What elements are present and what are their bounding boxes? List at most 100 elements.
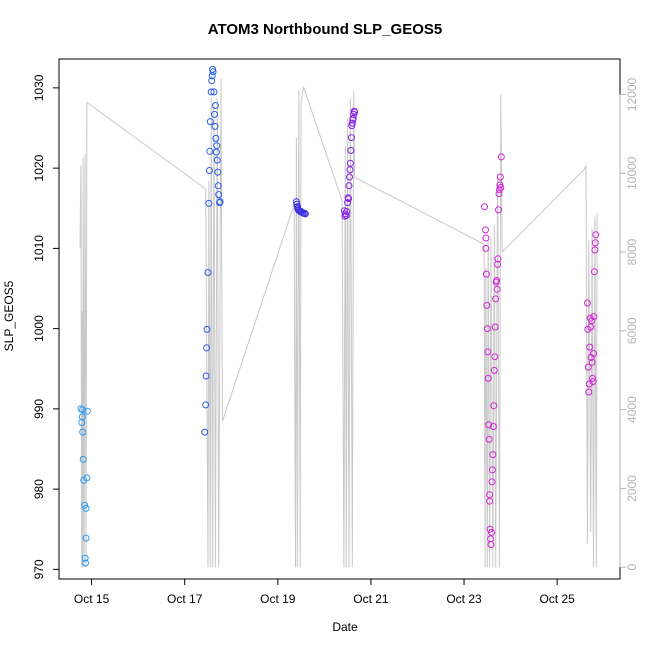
- data-point: [79, 455, 87, 463]
- x-tick-label: Oct 25: [539, 592, 575, 606]
- series-3: [340, 107, 359, 220]
- data-point: [488, 529, 495, 536]
- data-point: [589, 378, 597, 386]
- data-point: [301, 210, 309, 218]
- data-point: [205, 167, 213, 174]
- y-tick-label: 1020: [32, 154, 46, 181]
- x-axis: Oct 15 Oct 17 Oct 19 Oct 21 Oct 23 Oct 25: [74, 578, 575, 606]
- data-point: [493, 285, 501, 293]
- data-point: [82, 559, 89, 567]
- series-1: [201, 65, 224, 436]
- x-tick-label: Oct 17: [167, 592, 203, 606]
- x-tick-label: Oct 23: [446, 592, 482, 606]
- series-0: [77, 405, 91, 567]
- data-point: [591, 239, 599, 247]
- data-point: [486, 525, 494, 533]
- data-point: [588, 358, 596, 366]
- data-point: [343, 208, 351, 215]
- plot-frame: [58, 58, 621, 580]
- data-point: [497, 183, 505, 191]
- data-point: [589, 374, 596, 382]
- data-point: [585, 388, 593, 396]
- data-point: [489, 423, 497, 430]
- data-point: [81, 554, 89, 562]
- data-point: [211, 110, 218, 118]
- data-point: [494, 255, 502, 263]
- data-point: [490, 366, 498, 374]
- data-point: [483, 301, 491, 309]
- data-point: [496, 173, 504, 181]
- y-axis-label: SLP_GEOS5: [2, 280, 16, 351]
- data-point: [485, 421, 493, 429]
- data-point: [486, 497, 494, 505]
- data-point: [590, 350, 597, 357]
- data-point: [586, 343, 594, 351]
- data-point: [201, 428, 209, 436]
- data-point: [349, 114, 357, 122]
- data-point: [587, 323, 595, 331]
- data-point: [490, 402, 498, 410]
- data-point: [205, 199, 213, 207]
- data-point: [489, 451, 497, 459]
- data-point: [341, 212, 349, 220]
- data-point: [204, 269, 212, 276]
- data-point: [208, 77, 216, 85]
- data-point: [79, 406, 87, 414]
- data-point: [83, 407, 91, 415]
- chart-title: ATOM3 Northbound SLP_GEOS5: [208, 21, 442, 38]
- right-tick-label: 8000: [625, 238, 639, 265]
- y-axis-right: 0 2000 4000 6000 8000 10000 12000: [619, 77, 639, 571]
- data-point: [495, 190, 503, 198]
- data-point: [591, 246, 599, 254]
- data-point: [482, 226, 489, 234]
- data-points-layer: [77, 65, 600, 567]
- series-2: [292, 198, 309, 218]
- data-point: [213, 142, 221, 150]
- data-point: [210, 88, 218, 96]
- data-point: [83, 474, 91, 482]
- data-point: [485, 435, 493, 443]
- y-tick-label: 1030: [32, 74, 46, 101]
- data-point: [590, 268, 598, 276]
- x-tick-label: Oct 19: [260, 592, 296, 606]
- data-point: [588, 317, 596, 325]
- x-tick-label: Oct 15: [74, 592, 110, 606]
- data-point: [206, 118, 214, 126]
- data-point: [348, 119, 356, 127]
- data-point: [590, 313, 598, 321]
- right-tick-label: 10000: [625, 156, 639, 190]
- data-point: [583, 299, 591, 307]
- data-point: [585, 380, 593, 388]
- data-point: [488, 478, 496, 486]
- data-point: [484, 348, 492, 356]
- data-point: [82, 534, 90, 542]
- y-tick-label: 1010: [32, 235, 46, 262]
- right-tick-label: 2000: [625, 475, 639, 502]
- data-point: [342, 212, 350, 219]
- data-point: [345, 195, 353, 203]
- data-point: [346, 173, 353, 181]
- data-point: [202, 372, 210, 380]
- data-point: [208, 72, 216, 80]
- data-point: [497, 153, 505, 161]
- y-tick-label: 990: [32, 399, 46, 419]
- data-point: [351, 108, 359, 116]
- data-point: [211, 122, 219, 130]
- data-point: [482, 244, 490, 252]
- data-point: [344, 199, 352, 207]
- right-tick-label: 4000: [625, 396, 639, 423]
- data-point: [346, 159, 354, 167]
- right-tick-label: 0: [625, 564, 639, 571]
- data-point: [347, 147, 355, 154]
- y-axis-left: 970 980 990 1000 1010 1020 1030: [32, 74, 60, 579]
- data-point: [202, 401, 210, 409]
- y-tick-label: 1000: [32, 315, 46, 342]
- right-tick-label: 12000: [625, 77, 639, 111]
- data-point: [484, 374, 492, 382]
- data-point: [482, 234, 490, 242]
- altitude-trace-layer: [79, 78, 598, 568]
- data-point: [214, 182, 222, 190]
- data-point: [300, 209, 308, 217]
- data-point: [487, 541, 495, 548]
